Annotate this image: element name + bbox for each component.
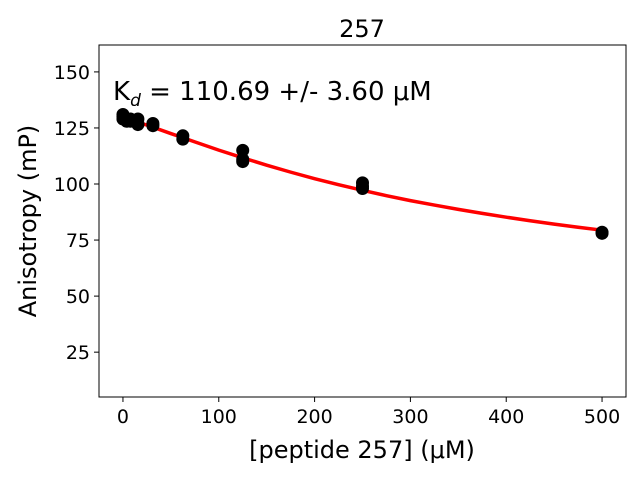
y-tick-label: 75 xyxy=(66,230,90,252)
x-tick-label: 300 xyxy=(392,406,428,428)
x-tick-label: 0 xyxy=(117,406,129,428)
kd-annotation-rest: = 110.69 +/- 3.60 μM xyxy=(141,77,432,107)
data-point xyxy=(595,226,609,240)
x-tick-label: 200 xyxy=(296,406,332,428)
data-point xyxy=(176,132,190,146)
kd-annotation-main: K xyxy=(113,77,131,107)
kd-annotation-subscript: d xyxy=(130,91,141,111)
data-point xyxy=(356,181,369,195)
y-tick-label: 50 xyxy=(66,286,90,308)
data-point xyxy=(236,143,250,157)
x-axis-ticks: 0 100 200 300 400 500 xyxy=(117,397,620,428)
y-axis-label: Anisotropy (mP) xyxy=(14,125,42,318)
data-points-layer xyxy=(116,108,609,240)
data-point xyxy=(146,119,160,133)
x-tick-label: 500 xyxy=(584,406,620,428)
y-tick-label: 150 xyxy=(54,62,90,84)
data-point xyxy=(236,155,250,169)
data-point xyxy=(131,118,145,132)
x-axis-label: [peptide 257] (μM) xyxy=(249,436,475,464)
y-axis-ticks: 25 50 75 100 125 150 xyxy=(54,62,99,364)
kd-annotation: Kd = 110.69 +/- 3.60 μM xyxy=(113,77,432,111)
x-tick-label: 100 xyxy=(201,406,237,428)
chart-title: 257 xyxy=(339,15,385,43)
y-tick-label: 25 xyxy=(66,342,90,364)
y-tick-label: 125 xyxy=(54,118,90,140)
y-tick-label: 100 xyxy=(54,174,90,196)
x-tick-label: 400 xyxy=(488,406,524,428)
